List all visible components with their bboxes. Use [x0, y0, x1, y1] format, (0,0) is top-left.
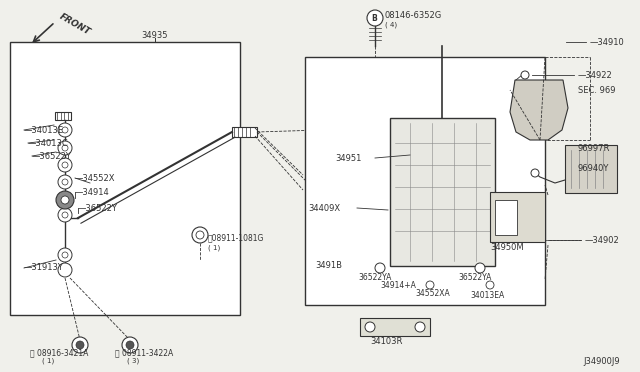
Bar — [10, 42, 240, 315]
Circle shape — [426, 281, 434, 289]
Text: ⓝ08911-1081G: ⓝ08911-1081G — [208, 234, 264, 243]
Text: 34914+A: 34914+A — [380, 280, 416, 289]
Text: —34902: —34902 — [585, 235, 620, 244]
Text: —31913Y: —31913Y — [24, 263, 64, 273]
Bar — [305, 57, 545, 305]
Text: 34103R: 34103R — [370, 337, 403, 346]
Circle shape — [56, 191, 74, 209]
Text: ⒧ 08911-3422A: ⒧ 08911-3422A — [115, 349, 173, 357]
Text: —34013C: —34013C — [28, 138, 68, 148]
Circle shape — [365, 322, 375, 332]
Text: 34951: 34951 — [335, 154, 362, 163]
Circle shape — [58, 175, 72, 189]
Circle shape — [62, 179, 68, 185]
Circle shape — [62, 212, 68, 218]
Circle shape — [58, 193, 72, 207]
Circle shape — [415, 322, 425, 332]
Bar — [360, 318, 430, 336]
Text: —36522Y: —36522Y — [78, 203, 118, 212]
Bar — [232, 127, 257, 137]
Circle shape — [475, 263, 485, 273]
Text: ( 4): ( 4) — [385, 22, 397, 28]
Circle shape — [58, 263, 72, 277]
Circle shape — [58, 208, 72, 222]
Circle shape — [375, 263, 385, 273]
Circle shape — [62, 197, 68, 203]
Text: 34013EA: 34013EA — [470, 291, 504, 299]
Circle shape — [367, 10, 383, 26]
Text: ⒨ 08916-3421A: ⒨ 08916-3421A — [30, 349, 88, 357]
Bar — [490, 192, 545, 242]
Circle shape — [58, 123, 72, 137]
Ellipse shape — [526, 28, 554, 62]
Text: —34910: —34910 — [590, 38, 625, 46]
Text: J34900J9: J34900J9 — [584, 357, 620, 366]
Text: 96940Y: 96940Y — [578, 164, 609, 173]
Circle shape — [486, 281, 494, 289]
Circle shape — [192, 227, 208, 243]
Circle shape — [62, 127, 68, 133]
Text: 34552XA: 34552XA — [415, 289, 450, 298]
Ellipse shape — [349, 277, 449, 295]
Circle shape — [196, 231, 204, 239]
Circle shape — [76, 341, 84, 349]
Text: —34552X: —34552X — [75, 173, 115, 183]
Circle shape — [58, 141, 72, 155]
Polygon shape — [510, 80, 568, 140]
Text: 36522YA: 36522YA — [358, 273, 392, 282]
Bar — [495, 200, 517, 235]
Ellipse shape — [534, 41, 546, 59]
Text: —34914: —34914 — [75, 187, 109, 196]
Text: 34950M: 34950M — [490, 243, 524, 251]
Circle shape — [58, 158, 72, 172]
Circle shape — [126, 341, 134, 349]
Text: 3491B: 3491B — [315, 260, 342, 269]
Bar — [55, 112, 71, 120]
FancyBboxPatch shape — [313, 268, 485, 304]
Circle shape — [122, 337, 138, 353]
Text: 08146-6352G: 08146-6352G — [385, 10, 442, 19]
Bar — [565, 145, 617, 193]
Text: 36522YA: 36522YA — [458, 273, 492, 282]
Circle shape — [62, 252, 68, 258]
Text: B: B — [371, 13, 377, 22]
Text: ( 1): ( 1) — [208, 245, 220, 251]
Text: —34922: —34922 — [578, 71, 612, 80]
Text: ( 3): ( 3) — [127, 358, 140, 364]
Circle shape — [61, 196, 69, 204]
Circle shape — [58, 248, 72, 262]
Circle shape — [62, 162, 68, 168]
Text: FRONT: FRONT — [58, 12, 92, 37]
Text: SEC. 969: SEC. 969 — [578, 86, 616, 94]
Text: 96997R: 96997R — [578, 144, 611, 153]
Circle shape — [72, 337, 88, 353]
Circle shape — [62, 145, 68, 151]
Bar — [390, 118, 495, 266]
Circle shape — [521, 71, 529, 79]
Text: —36522Y: —36522Y — [32, 151, 72, 160]
Text: —34013E: —34013E — [24, 125, 64, 135]
Circle shape — [531, 169, 539, 177]
Text: ( 1): ( 1) — [42, 358, 54, 364]
Text: 34935: 34935 — [141, 31, 168, 39]
Text: 34409X: 34409X — [308, 203, 340, 212]
